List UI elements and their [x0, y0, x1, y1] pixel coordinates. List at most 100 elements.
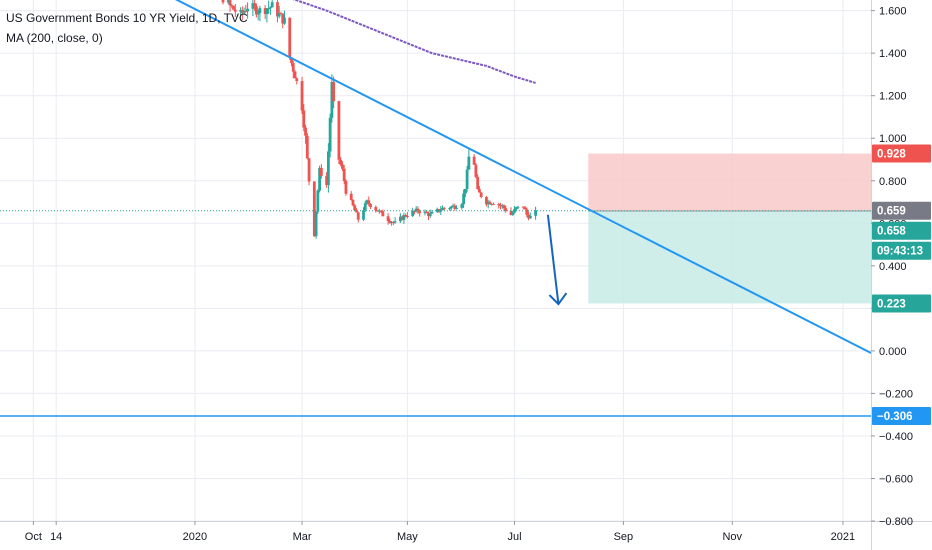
- candle-body: [381, 211, 385, 217]
- stop-loss-zone[interactable]: [588, 153, 871, 211]
- candle-body: [521, 206, 525, 208]
- y-tick-label: −0.200: [879, 388, 913, 400]
- y-tick-label: 0.000: [879, 346, 907, 358]
- candle-body: [283, 17, 286, 24]
- candle-body: [258, 8, 262, 14]
- price-label: 0.928: [877, 149, 906, 161]
- candle-body: [293, 71, 297, 79]
- candle-body: [516, 206, 520, 208]
- candle-body: [439, 210, 443, 212]
- candle-body: [295, 78, 299, 82]
- candle-body: [251, 3, 255, 9]
- candle-body: [319, 167, 323, 176]
- candle-body: [404, 215, 408, 217]
- x-tick-label: May: [397, 531, 418, 543]
- candle-body: [256, 13, 260, 15]
- price-label-box: [872, 201, 931, 220]
- price-label: 0.658: [877, 226, 906, 238]
- x-tick-label: Nov: [722, 531, 742, 543]
- candle-body: [318, 167, 322, 191]
- candle-body: [428, 213, 432, 217]
- candle-body: [269, 7, 272, 9]
- candle-body: [244, 11, 248, 13]
- candle-body: [525, 209, 529, 215]
- candle-body: [467, 156, 471, 170]
- candle-body: [488, 201, 492, 205]
- candle-body: [242, 11, 246, 13]
- price-label: 0.659: [877, 206, 906, 218]
- candle-body: [502, 205, 506, 209]
- candle-body: [442, 207, 446, 209]
- candle-body: [393, 221, 397, 223]
- projection-arrow[interactable]: [546, 214, 560, 305]
- x-tick-label: 2020: [183, 531, 207, 543]
- candle-body: [316, 190, 320, 212]
- candle-body: [330, 82, 334, 118]
- candle-body: [451, 205, 455, 207]
- y-tick-label: 0.400: [879, 261, 907, 273]
- candle-body: [427, 212, 430, 217]
- candle-body: [514, 207, 518, 210]
- y-tick-label: 1.600: [879, 6, 907, 18]
- candle-body: [246, 8, 250, 12]
- ma-200-line: [292, 0, 536, 84]
- candle-body: [418, 211, 422, 214]
- candle-body: [390, 221, 393, 223]
- candle-body: [499, 205, 502, 207]
- candle-body: [391, 221, 395, 223]
- candle-body: [430, 211, 434, 214]
- candle-body: [523, 207, 527, 210]
- trendline[interactable]: [156, 0, 872, 354]
- candle-body: [314, 211, 318, 237]
- candle-body: [349, 193, 353, 200]
- y-tick-label: −0.600: [879, 473, 913, 485]
- position-zones[interactable]: [588, 153, 871, 304]
- candle-body: [254, 6, 258, 15]
- candle-body: [239, 10, 242, 12]
- candle-body: [462, 193, 465, 205]
- price-label: 0.223: [877, 298, 906, 310]
- y-tick-label: 0.800: [879, 176, 907, 188]
- price-label: −0.306: [877, 411, 913, 423]
- candle-body: [388, 221, 392, 223]
- price-label-box: [872, 221, 931, 240]
- candle-body: [504, 208, 508, 211]
- candle-body: [253, 3, 257, 7]
- candle-body: [534, 210, 537, 216]
- candle-body: [406, 215, 409, 217]
- x-tick-label: Oct: [25, 531, 42, 543]
- candle-body: [398, 216, 402, 222]
- candle-body: [528, 215, 532, 219]
- candle-body: [355, 210, 358, 213]
- candle-body: [281, 13, 285, 24]
- candle-body: [511, 212, 515, 215]
- candle-body: [478, 189, 481, 193]
- candle-body: [302, 110, 306, 128]
- price-label-box: [872, 241, 931, 260]
- candle-body: [402, 215, 406, 220]
- candle-body: [221, 0, 225, 3]
- candlesticks: [221, 0, 537, 239]
- drawings[interactable]: [0, 0, 872, 417]
- candle-body: [356, 212, 360, 220]
- price-label-box: [872, 406, 931, 425]
- price-labels: 0.928 0.659 0.658 09:43:13 0.223 −0.306: [872, 144, 931, 425]
- candle-body: [344, 181, 348, 194]
- candle-body: [449, 206, 453, 209]
- candle-body: [267, 8, 271, 10]
- candle-body: [453, 205, 457, 209]
- price-label: 09:43:13: [877, 246, 923, 258]
- take-profit-zone[interactable]: [588, 210, 871, 304]
- candle-body: [376, 210, 379, 212]
- candle-body: [341, 164, 344, 169]
- candle-body: [276, 2, 279, 17]
- candle-body: [369, 203, 372, 208]
- candle-body: [232, 6, 235, 10]
- symbol-title: US Government Bonds 10 YR Yield, 1D, TVC: [6, 11, 248, 25]
- candle-body: [312, 181, 316, 237]
- candle-body: [304, 127, 307, 136]
- candle-body: [351, 199, 355, 206]
- candle-body: [270, 2, 274, 8]
- candle-body: [474, 164, 478, 177]
